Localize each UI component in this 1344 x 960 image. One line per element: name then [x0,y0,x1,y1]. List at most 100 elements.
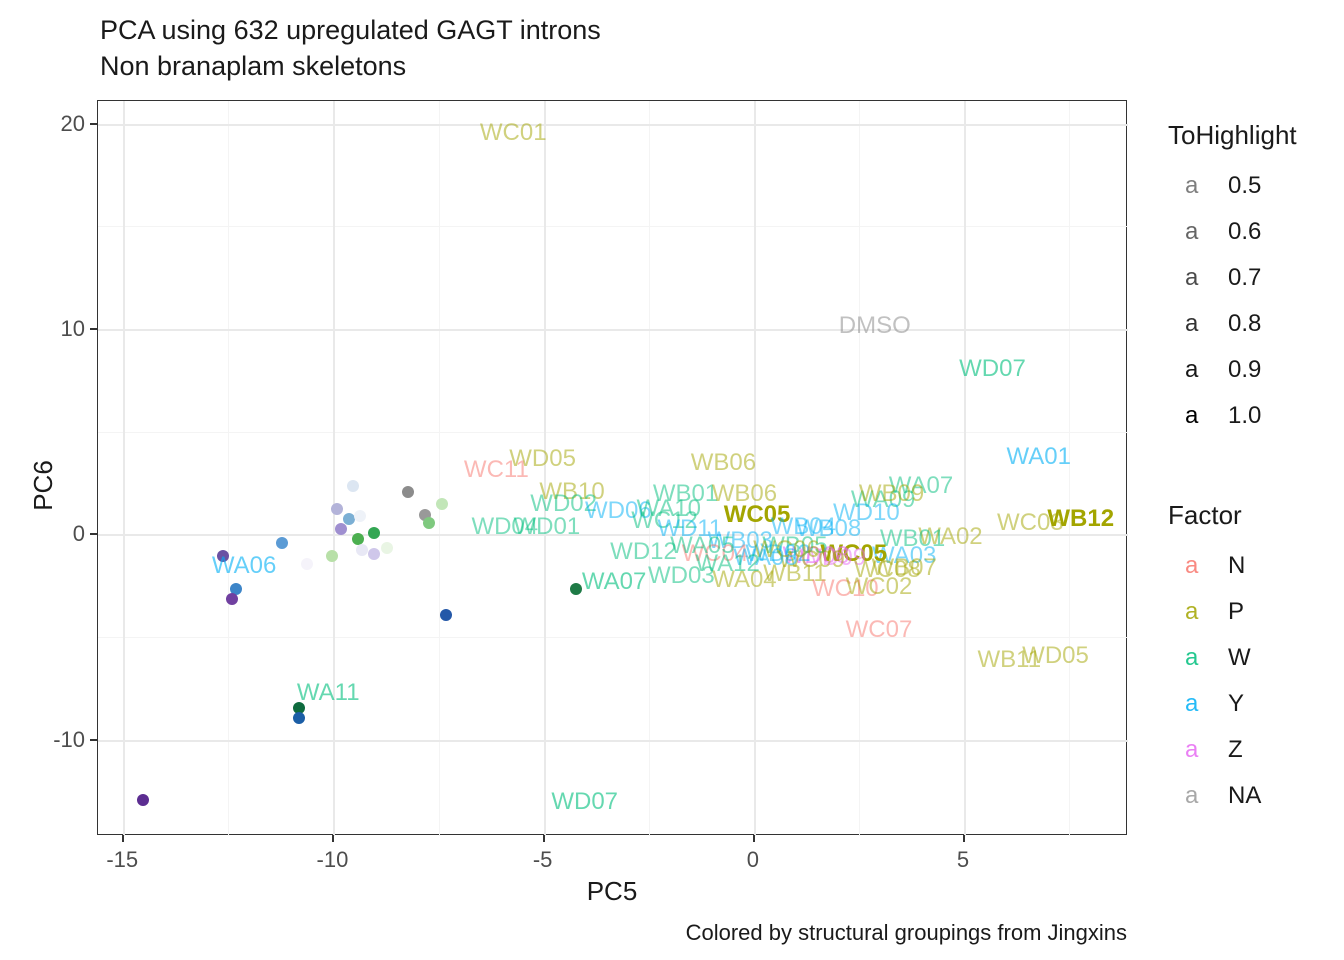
y-minor-gridline [98,636,1128,638]
data-point [368,527,381,540]
sample-label: WD08 [782,541,850,569]
y-major-gridline [98,534,1128,537]
sample-label: WD10 [833,498,900,526]
data-point [137,794,150,807]
sample-label: WA05 [670,531,735,559]
legend-key-glyph: a [1185,598,1199,625]
legend-key-glyph: a [1185,690,1199,717]
sample-label: WC09 [778,545,846,573]
sample-label: WC11 [463,455,529,483]
legend-key-glyph: a [1185,782,1199,809]
y-tick-label: 20 [60,110,85,136]
y-major-gridline [98,739,1128,742]
data-point [402,486,415,499]
data-point [330,502,343,515]
legend-key-glyph: a [1185,356,1199,383]
y-major-gridline [98,328,1128,331]
legend-key-glyph: a [1185,218,1199,245]
x-tick-label: -5 [532,847,553,872]
legend-key-glyph: a [1185,552,1199,579]
sample-label: WC05 [820,539,888,567]
y-axis-tick [90,738,97,741]
sample-label: WC04 [681,539,749,567]
legend-key-glyph: a [1185,264,1199,291]
x-minor-gridline [1069,101,1071,836]
sample-label: WD05 [509,445,576,473]
legend-item-label: 0.6 [1228,218,1262,245]
legend-key-glyph: a [1185,310,1199,337]
plot-title: PCA using 632 upregulated GAGT introns [100,15,601,45]
sample-label: WB10 [539,478,605,506]
sample-label: WB03 [707,527,773,555]
data-point [301,557,314,570]
x-major-gridline [753,101,756,836]
sample-label: WB06 [711,480,778,508]
sample-label: WB05 [762,531,828,559]
x-axis-tick [122,835,125,842]
sample-label: WB12 [1047,504,1115,532]
data-point [353,509,366,522]
sample-label: WA04 [712,566,777,594]
sample-label: WA12 [695,549,760,577]
sample-label: WD11 [657,515,723,543]
data-point [217,549,230,562]
legend-key-glyph: a [1185,402,1199,429]
sample-label: WC07 [845,615,913,643]
data-point [570,582,583,595]
x-tick-label: 5 [956,847,970,872]
x-axis-tick [963,835,966,842]
sample-label: WD05 [1022,642,1089,670]
sample-label: WD09 [799,543,867,571]
sample-label: WA11 [296,679,360,707]
sample-label: WB08 [795,515,862,543]
y-tick-label: 10 [60,315,85,341]
sample-label: WC02 [845,572,913,600]
sample-label: WD12 [610,537,677,565]
y-tick-label: -10 [53,726,85,752]
data-point [334,523,347,536]
sample-label: WA02 [918,523,983,551]
data-point [423,516,436,529]
data-point [275,537,288,550]
data-point [343,512,356,525]
x-axis-tick [332,835,335,842]
legend-item-label: Y [1228,690,1245,717]
legend-item-label: 0.7 [1228,264,1262,291]
sample-label: WD03 [648,562,715,590]
legend-item-label: W [1228,644,1251,671]
plot-caption: Colored by structural groupings from Jin… [685,920,1127,945]
x-tick-label: 0 [746,847,759,872]
data-point [355,543,368,556]
sample-label: WD07 [551,788,619,816]
y-minor-gridline [98,431,1128,433]
legend-item-label: Z [1228,736,1243,763]
x-major-gridline [964,101,967,836]
legend-title-tohighlight: ToHighlight [1168,120,1297,150]
x-tick-label: -15 [106,847,139,872]
legend-item-label: N [1228,552,1246,579]
data-point [368,547,381,560]
x-axis-title: PC5 [586,876,638,906]
sample-label: WC10 [811,574,879,602]
y-axis-tick [90,327,97,330]
sample-label: WB06 [690,449,757,477]
x-minor-gridline [648,101,650,836]
data-point [381,541,394,554]
x-axis-tick [752,835,755,842]
x-tick-label: -10 [316,847,349,872]
x-axis-tick [542,835,545,842]
sample-label: WB09 [858,480,925,508]
y-minor-gridline [98,226,1128,228]
y-axis-tick [90,122,97,125]
legend-item-label: P [1228,598,1245,625]
legend-key-glyph: a [1185,172,1199,199]
sample-label: WD01 [513,513,581,541]
x-minor-gridline [228,101,230,836]
legend-item-label: 0.9 [1228,356,1262,383]
sample-label: WA10 [636,494,701,522]
sample-label: WB07 [871,554,937,582]
sample-label: WA07 [581,568,647,596]
sample-label: WD06 [584,496,652,524]
data-point [351,533,364,546]
